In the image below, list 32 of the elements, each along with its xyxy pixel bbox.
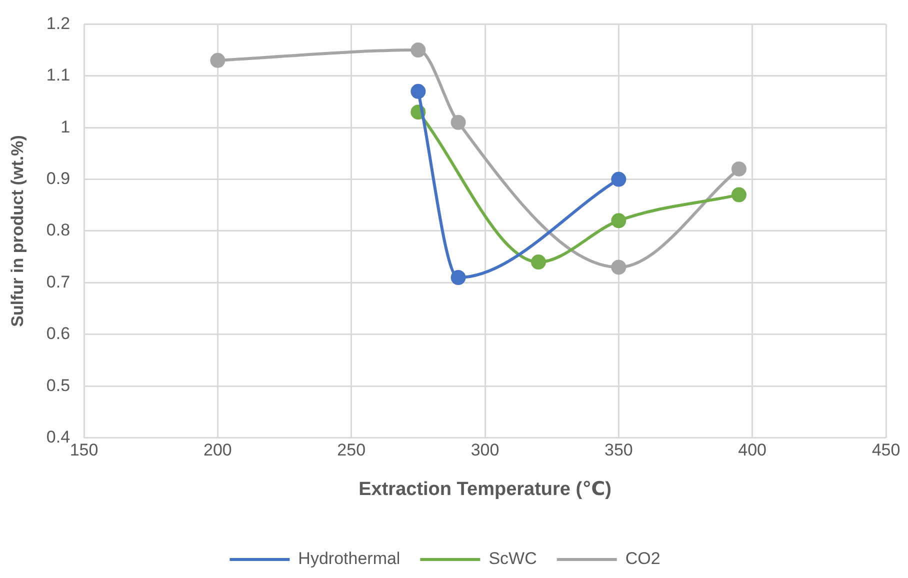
y-tick-label: 0.4: [46, 427, 70, 446]
point: [210, 52, 226, 68]
point: [611, 260, 626, 275]
legend-label: CO2: [625, 549, 660, 568]
y-tick-label: 0.8: [46, 220, 70, 240]
y-tick-label: 0.7: [46, 272, 70, 292]
y-axis-title: Sulfur in product (wt.%): [8, 135, 27, 327]
point: [450, 270, 466, 286]
y-tick-label: 1.2: [46, 14, 70, 33]
y-tick-label: 1: [60, 117, 70, 136]
x-tick-label: 250: [337, 440, 366, 460]
legend-label: Hydrothermal: [298, 549, 400, 568]
legend-label: ScWC: [488, 549, 537, 568]
point: [450, 114, 466, 130]
x-tick-label: 450: [872, 440, 900, 460]
point: [410, 84, 426, 99]
x-tick-label: 350: [604, 440, 633, 460]
x-axis-title: Extraction Temperature (℃): [358, 478, 612, 500]
y-tick-label: 0.6: [46, 324, 70, 344]
y-tick-label: 0.5: [46, 376, 70, 395]
x-tick-label: 300: [470, 440, 500, 460]
x-tick-label: 400: [738, 440, 767, 460]
point: [731, 187, 746, 202]
y-tick-label: 1.1: [46, 66, 70, 85]
point: [611, 172, 626, 187]
point: [410, 42, 426, 58]
x-tick-label: 150: [70, 440, 98, 460]
point: [731, 161, 746, 176]
y-tick-label: 0.9: [46, 168, 70, 188]
point: [530, 254, 546, 270]
point: [611, 213, 626, 228]
x-tick-label: 200: [204, 440, 232, 460]
